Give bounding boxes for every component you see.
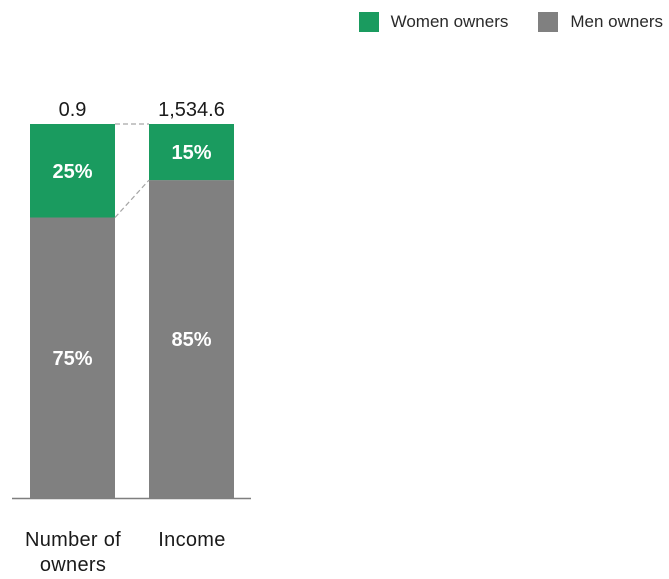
bar-women-1 [149,124,234,181]
total-label-0: 0.9 [59,99,87,121]
legend-swatch-women [358,12,379,32]
total-label-1: 1,534.6 [158,99,225,121]
bar-women-0 [30,124,115,218]
connector-boundary [114,179,150,218]
legend-swatch-men [538,12,559,32]
data-label-men-0: 75% [52,348,92,370]
category-label-number-of-owners: Number of owners [24,529,122,576]
legend-label-women: Women owners [390,12,509,31]
bar-men-0 [30,217,115,498]
category-label-income: Income [158,529,226,551]
legend-item-women: Women owners [358,12,509,32]
legend-label-men: Men owners [570,12,663,31]
data-label-men-1: 85% [171,329,211,351]
data-label-women-1: 15% [171,142,211,164]
legend: Women owners Men owners [329,12,663,32]
data-label-women-0: 25% [52,161,92,183]
legend-item-men: Men owners [538,12,663,32]
bar-men-1 [149,180,234,498]
